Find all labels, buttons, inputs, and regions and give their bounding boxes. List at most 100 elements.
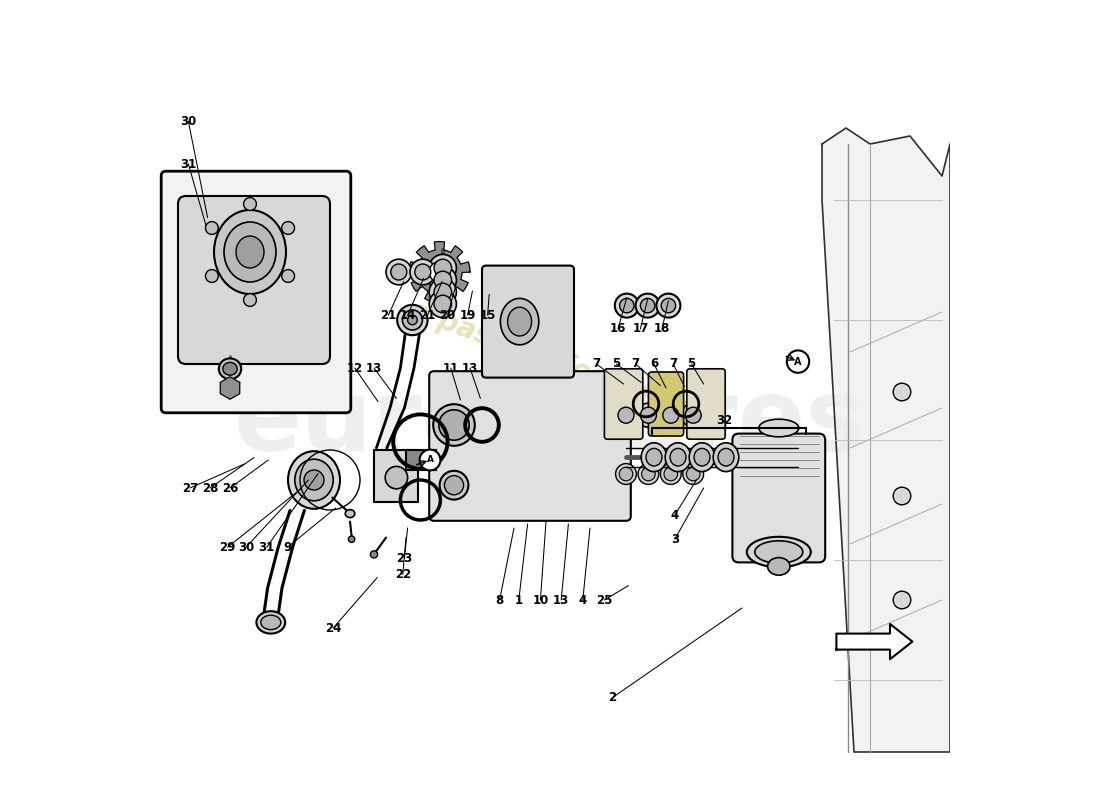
Text: 1: 1	[515, 594, 522, 606]
Text: 7: 7	[669, 358, 678, 370]
Text: 31: 31	[180, 158, 197, 170]
Ellipse shape	[893, 487, 911, 505]
Polygon shape	[220, 377, 240, 399]
Text: 30: 30	[180, 115, 197, 128]
Text: 15: 15	[480, 309, 496, 322]
Ellipse shape	[694, 448, 710, 466]
Text: 13: 13	[462, 362, 478, 374]
Bar	[406, 450, 437, 470]
Ellipse shape	[371, 550, 377, 558]
Circle shape	[282, 270, 295, 282]
Text: 18: 18	[653, 322, 670, 335]
Text: 14: 14	[399, 309, 416, 322]
Ellipse shape	[390, 264, 407, 280]
Ellipse shape	[304, 470, 324, 490]
Circle shape	[243, 294, 256, 306]
Text: 24: 24	[324, 622, 341, 634]
Ellipse shape	[661, 298, 675, 313]
Text: 7: 7	[592, 358, 601, 370]
Text: 5: 5	[613, 358, 620, 370]
FancyBboxPatch shape	[178, 196, 330, 364]
Polygon shape	[409, 242, 470, 302]
Circle shape	[206, 222, 218, 234]
Ellipse shape	[433, 404, 475, 446]
FancyBboxPatch shape	[429, 371, 630, 521]
Text: 27: 27	[182, 482, 198, 494]
Ellipse shape	[690, 442, 715, 471]
Text: 11: 11	[442, 362, 459, 374]
Ellipse shape	[615, 294, 639, 318]
Text: A: A	[427, 455, 433, 465]
Circle shape	[282, 222, 295, 234]
Ellipse shape	[434, 271, 452, 289]
Ellipse shape	[686, 467, 700, 481]
Ellipse shape	[256, 611, 285, 634]
Ellipse shape	[616, 464, 637, 484]
Text: 22: 22	[395, 568, 411, 581]
Polygon shape	[822, 128, 950, 752]
FancyBboxPatch shape	[482, 266, 574, 378]
Text: 21: 21	[419, 309, 436, 322]
Text: 20: 20	[440, 309, 455, 322]
Ellipse shape	[659, 403, 683, 427]
Ellipse shape	[718, 448, 734, 466]
Circle shape	[429, 262, 450, 282]
Ellipse shape	[619, 298, 634, 313]
Ellipse shape	[640, 298, 654, 313]
Ellipse shape	[434, 283, 452, 301]
Ellipse shape	[507, 307, 531, 336]
Ellipse shape	[214, 210, 286, 294]
Ellipse shape	[614, 403, 638, 427]
Text: 28: 28	[201, 482, 218, 494]
Ellipse shape	[434, 295, 452, 313]
Ellipse shape	[713, 442, 739, 471]
Ellipse shape	[415, 264, 431, 280]
Ellipse shape	[224, 222, 276, 282]
Ellipse shape	[429, 290, 456, 318]
Ellipse shape	[403, 310, 422, 330]
Ellipse shape	[386, 259, 411, 285]
Ellipse shape	[429, 266, 456, 294]
Ellipse shape	[681, 403, 705, 427]
Ellipse shape	[345, 510, 355, 518]
Ellipse shape	[295, 459, 333, 501]
Ellipse shape	[646, 448, 662, 466]
Ellipse shape	[759, 419, 799, 437]
Text: 25: 25	[596, 594, 613, 606]
Ellipse shape	[893, 591, 911, 609]
Ellipse shape	[434, 259, 452, 277]
Ellipse shape	[444, 475, 463, 494]
Text: A: A	[794, 357, 802, 366]
Ellipse shape	[683, 464, 704, 484]
Ellipse shape	[219, 358, 241, 379]
Ellipse shape	[439, 410, 470, 440]
Ellipse shape	[747, 537, 811, 567]
Text: 5: 5	[688, 358, 695, 370]
Text: 8: 8	[495, 594, 504, 606]
Circle shape	[786, 350, 810, 373]
Text: 2: 2	[608, 691, 616, 704]
Text: 13: 13	[553, 594, 570, 606]
Ellipse shape	[288, 451, 340, 509]
Text: 23: 23	[396, 552, 412, 565]
Ellipse shape	[768, 558, 790, 575]
FancyBboxPatch shape	[162, 171, 351, 413]
Ellipse shape	[670, 448, 686, 466]
Ellipse shape	[429, 254, 456, 282]
Text: 26: 26	[222, 482, 239, 494]
Ellipse shape	[666, 442, 691, 471]
Text: 3: 3	[671, 533, 679, 546]
Ellipse shape	[663, 407, 679, 423]
Ellipse shape	[500, 298, 539, 345]
Ellipse shape	[261, 615, 280, 630]
FancyBboxPatch shape	[604, 369, 642, 439]
Text: 21: 21	[381, 309, 396, 322]
Text: a passion for parts: a passion for parts	[407, 297, 693, 423]
FancyBboxPatch shape	[733, 434, 825, 562]
Circle shape	[419, 450, 440, 470]
Ellipse shape	[236, 236, 264, 268]
Text: 7: 7	[631, 358, 640, 370]
Text: 13: 13	[366, 362, 382, 374]
Ellipse shape	[440, 470, 469, 499]
FancyBboxPatch shape	[686, 369, 725, 439]
